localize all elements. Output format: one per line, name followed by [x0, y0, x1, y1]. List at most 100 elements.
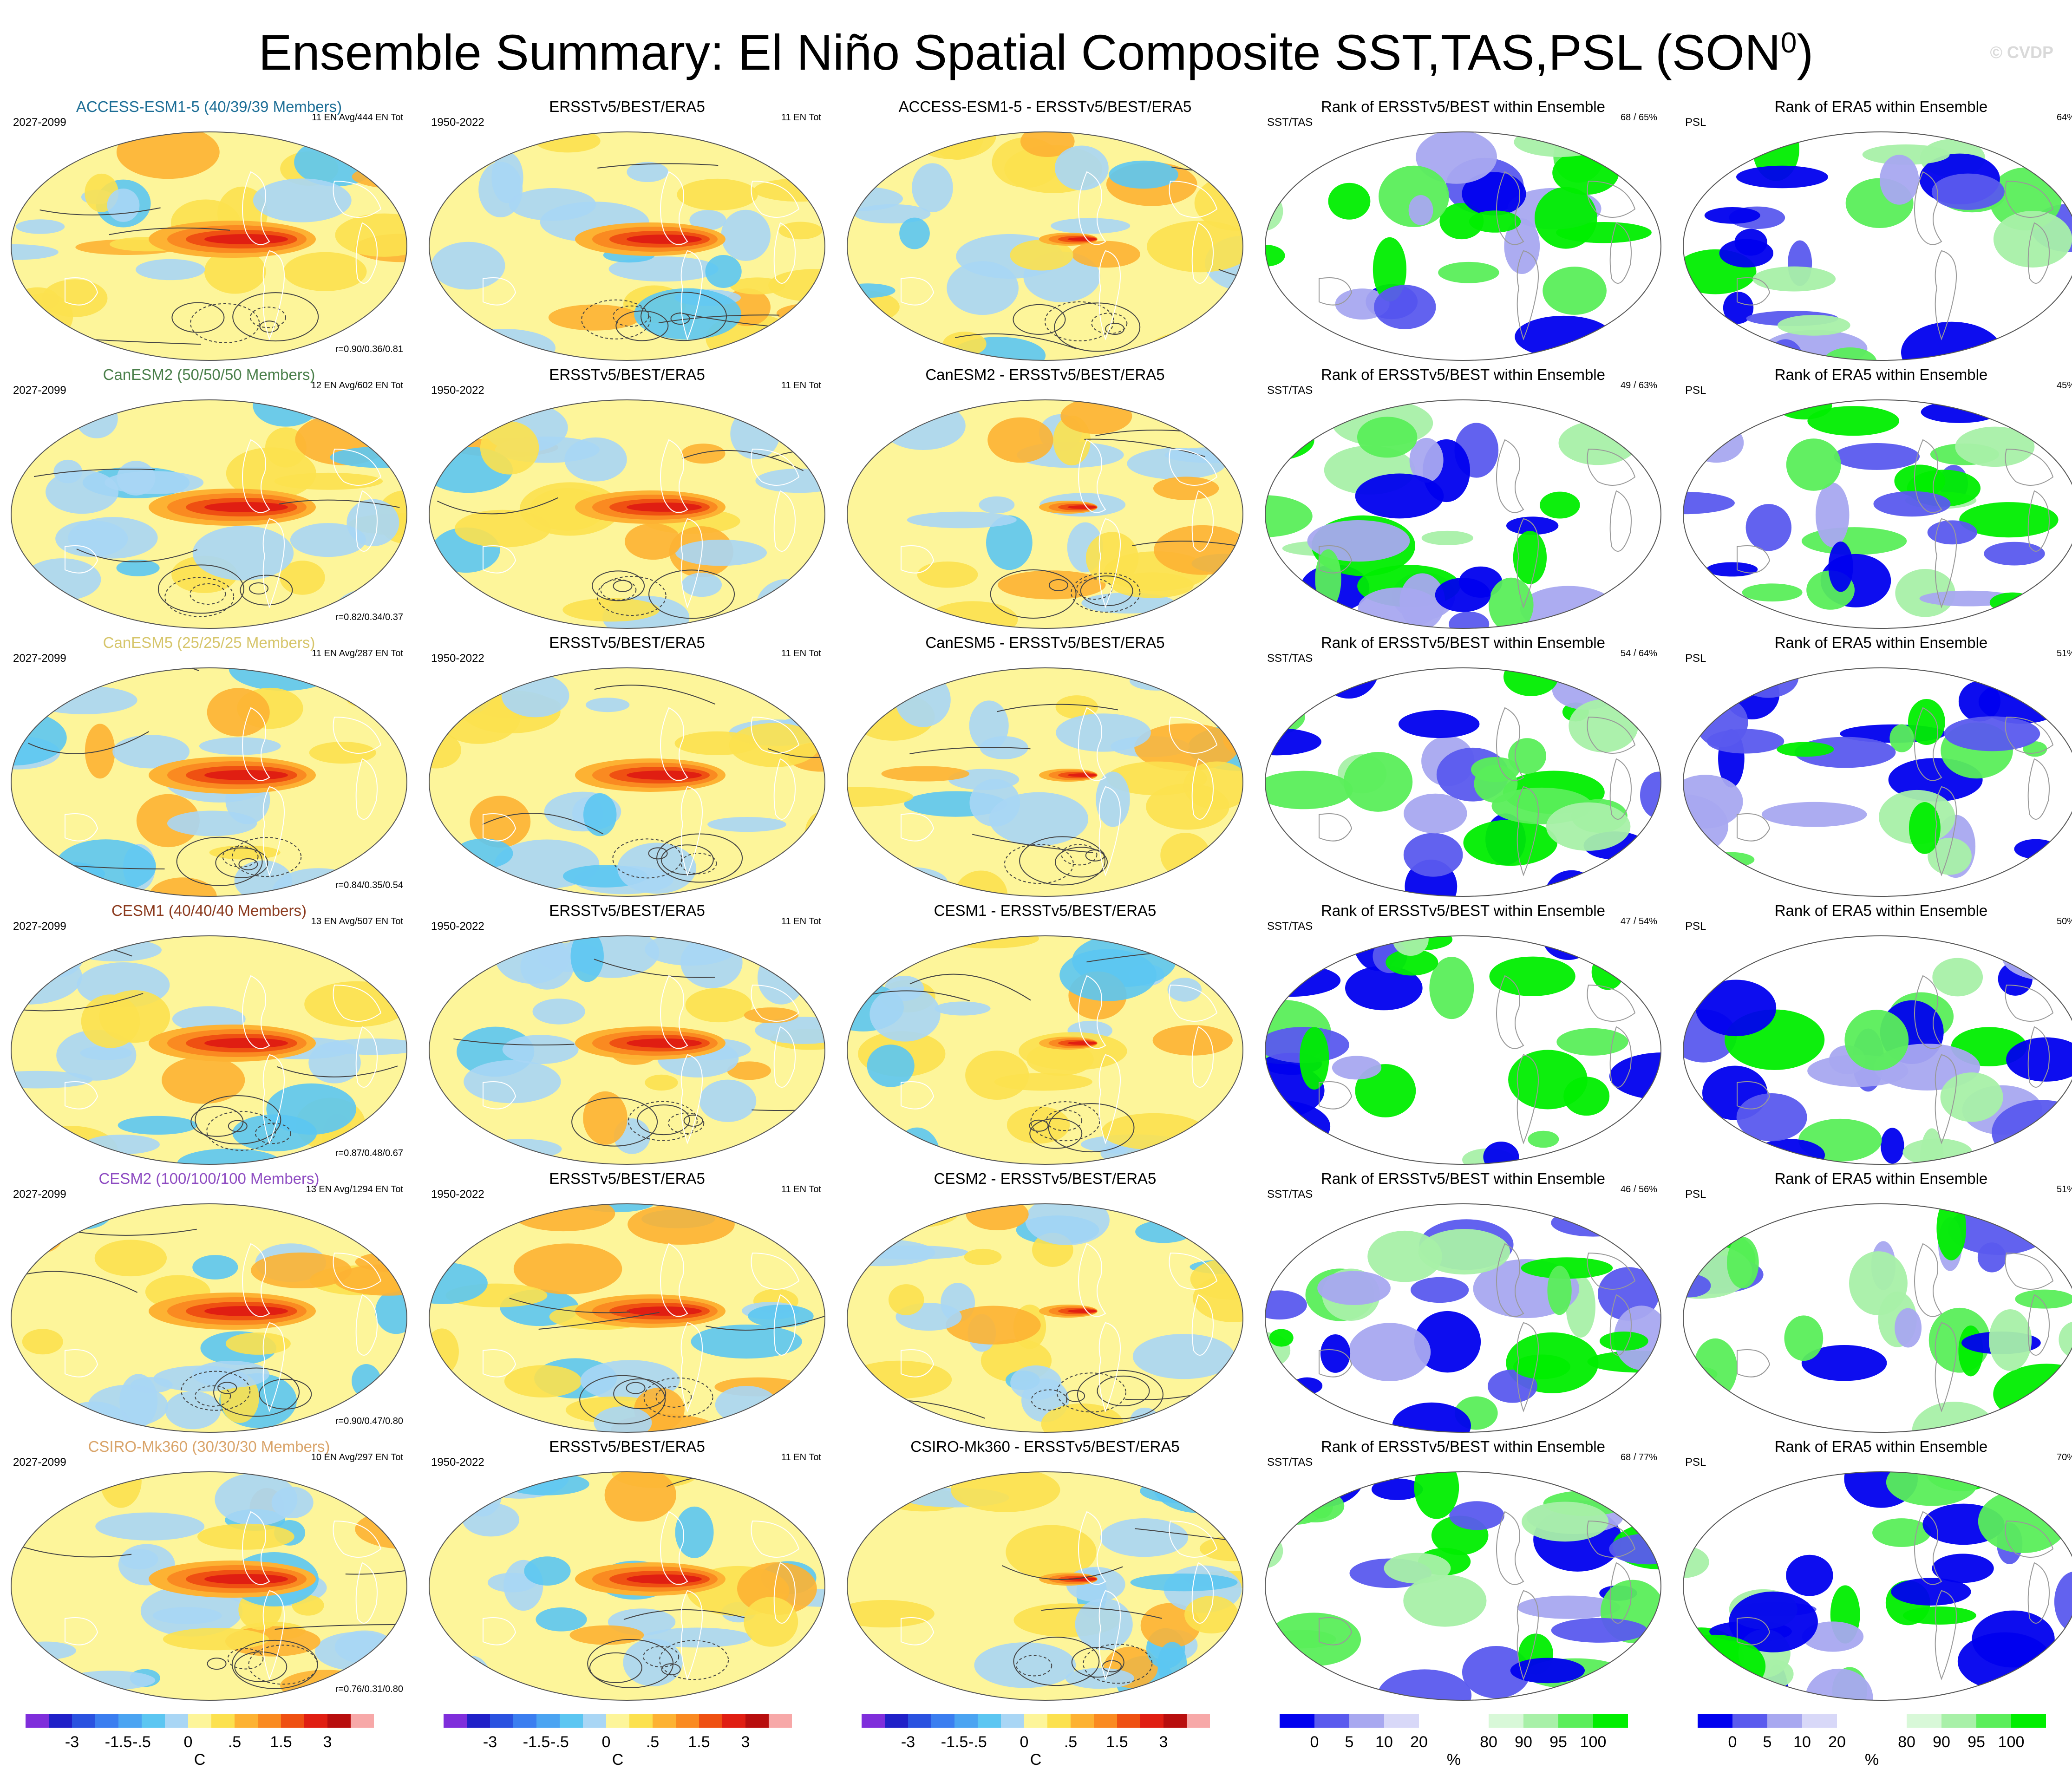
- rank-region: [1471, 757, 1520, 782]
- psl-contour: [817, 1691, 825, 1695]
- obs-years: 1950-2022: [431, 384, 484, 397]
- rank-region: [1510, 1658, 1585, 1684]
- rank-region: [1683, 1671, 1755, 1700]
- enso-warm-tongue: [1067, 773, 1097, 777]
- warm-anomaly: [163, 1628, 269, 1651]
- warm-anomaly: [727, 1061, 771, 1080]
- rank-region: [1895, 569, 1955, 617]
- map: [429, 1471, 825, 1701]
- map-outline: [1265, 667, 1661, 897]
- map-outline: [847, 399, 1243, 629]
- psl-contour: [659, 1640, 729, 1680]
- colorbar-tick-label: -1.5: [105, 1733, 132, 1751]
- coastline: [1496, 171, 1524, 245]
- map-outline: [1683, 667, 2072, 897]
- rank-region: [1683, 600, 1735, 628]
- rank-region: [1752, 266, 1836, 292]
- enso-warm-tongue: [204, 234, 288, 244]
- map-outline: [1265, 935, 1661, 1165]
- psl-contour: [1077, 1370, 1163, 1419]
- cold-anomaly: [23, 558, 101, 601]
- psl-contour: [581, 299, 651, 340]
- cold-anomaly: [509, 188, 596, 221]
- rank-region: [2006, 1037, 2072, 1082]
- colorbar-tick-label: 0: [1310, 1733, 1319, 1751]
- coastline: [1191, 1294, 1214, 1356]
- psl-contour: [600, 579, 637, 601]
- coastline: [660, 1243, 688, 1317]
- psl-contour: [232, 292, 319, 342]
- cold-anomaly: [192, 1255, 238, 1280]
- warm-anomaly: [942, 332, 987, 356]
- cold-anomaly: [699, 1079, 757, 1122]
- colorbar-tick-label: 20: [1410, 1733, 1428, 1751]
- coastline: [1098, 518, 1121, 608]
- cold-anomaly: [429, 400, 479, 434]
- colorbar-swatch: [1187, 1714, 1210, 1728]
- colorbar-swatch: [49, 1714, 72, 1728]
- warm-anomaly: [1101, 1113, 1206, 1150]
- coastline: [680, 1322, 703, 1412]
- colorbar-tick-label: 1.5: [270, 1733, 292, 1751]
- rank-region: [1879, 155, 1919, 205]
- warm-anomaly: [335, 213, 407, 257]
- coastline: [1319, 813, 1353, 842]
- cold-anomaly: [31, 686, 137, 714]
- coastline: [2005, 180, 2054, 218]
- coastline: [1098, 1590, 1121, 1680]
- colorbar-swatch: [490, 1714, 513, 1728]
- cold-anomaly: [1109, 160, 1178, 189]
- cold-anomaly: [152, 1607, 222, 1624]
- coastline: [355, 1562, 378, 1624]
- coastline: [773, 222, 796, 284]
- colorbar-swatch: [1698, 1714, 1732, 1728]
- rank-percent: 51%: [2056, 648, 2072, 659]
- rank-region: [1517, 1595, 1621, 1619]
- psl-contour: [648, 569, 735, 619]
- map: [847, 131, 1243, 361]
- colorbar-swatch: [72, 1714, 95, 1728]
- credit-watermark: © CVDP: [1990, 43, 2053, 62]
- rank-region: [1895, 1308, 1922, 1348]
- psl-contour: [1054, 847, 1108, 878]
- map: [847, 399, 1243, 629]
- warm-anomaly: [204, 249, 266, 294]
- warm-anomaly: [729, 723, 820, 767]
- cold-anomaly: [1209, 400, 1243, 414]
- rank-variable: PSL: [1685, 1456, 1706, 1469]
- coastline: [1169, 180, 1218, 218]
- coastline: [333, 180, 382, 218]
- cold-anomaly: [368, 143, 407, 185]
- warm-anomaly: [1160, 833, 1210, 878]
- rank-percent: 64%: [2056, 112, 2072, 123]
- colorbar-tick-label: -1.5: [523, 1733, 550, 1751]
- psl-contour: [1016, 1655, 1052, 1677]
- cold-anomaly: [594, 1406, 652, 1432]
- rank-region: [2054, 1571, 2072, 1632]
- warm-anomaly: [207, 688, 270, 737]
- coastline: [1935, 1590, 1957, 1680]
- warm-anomaly: [94, 1240, 167, 1277]
- enso-warm-tongue: [204, 770, 288, 780]
- cold-anomaly: [290, 523, 366, 557]
- rank-region: [1398, 710, 1480, 738]
- psl-contour: [1013, 1637, 1100, 1686]
- rank-region: [1614, 311, 1661, 349]
- map-field: [1683, 132, 2072, 360]
- colorbar-swatches: [1280, 1714, 1628, 1728]
- rank-region: [1286, 1489, 1345, 1523]
- cold-anomaly: [11, 244, 59, 260]
- obs-years: 1950-2022: [431, 1456, 484, 1469]
- colorbar-swatch: [1001, 1714, 1024, 1728]
- rank-region: [1993, 210, 2072, 268]
- coastline: [1737, 1349, 1771, 1378]
- rank-region: [1552, 150, 1619, 195]
- colorbar-swatch: [513, 1714, 536, 1728]
- rank-title: Rank of ERSSTv5/BEST within Ensemble: [1321, 98, 1605, 115]
- rank-region: [1265, 294, 1278, 338]
- coastline: [483, 277, 516, 306]
- cold-anomaly: [947, 261, 1019, 315]
- warm-anomaly: [1173, 400, 1220, 429]
- rank-region: [1462, 172, 1526, 216]
- coastline: [1587, 180, 1636, 218]
